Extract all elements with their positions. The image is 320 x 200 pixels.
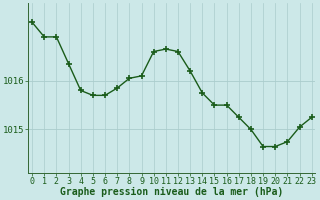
X-axis label: Graphe pression niveau de la mer (hPa): Graphe pression niveau de la mer (hPa) bbox=[60, 187, 284, 197]
